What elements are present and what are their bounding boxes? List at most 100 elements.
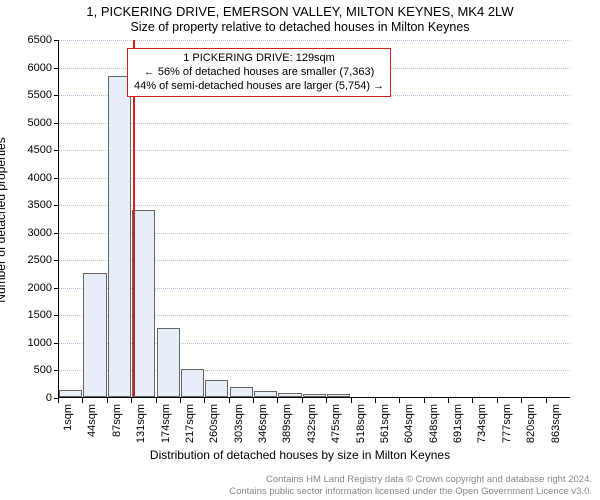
xtick-label: 389sqm	[281, 404, 293, 443]
ytick-label: 5000	[12, 117, 52, 129]
xtick-label: 561sqm	[379, 404, 391, 443]
footer-line1: Contains HM Land Registry data © Crown c…	[266, 474, 592, 485]
histogram-bar	[132, 210, 155, 397]
ytick-mark	[54, 288, 59, 289]
ytick-mark	[54, 343, 59, 344]
footer-line2: Contains public sector information licen…	[229, 486, 592, 497]
annotation-line: 1 PICKERING DRIVE: 129sqm	[134, 52, 384, 66]
ytick-mark	[54, 370, 59, 371]
chart-subtitle: Size of property relative to detached ho…	[0, 19, 600, 34]
ytick-label: 500	[12, 364, 52, 376]
xtick-mark	[399, 398, 400, 403]
ytick-mark	[54, 123, 59, 124]
ytick-label: 6000	[12, 62, 52, 74]
histogram-bar	[108, 76, 131, 397]
xtick-mark	[497, 398, 498, 403]
xtick-mark	[351, 398, 352, 403]
xtick-mark	[326, 398, 327, 403]
histogram-bar	[230, 387, 253, 397]
ytick-label: 6500	[12, 34, 52, 46]
xtick-label: 475sqm	[330, 404, 342, 443]
xtick-mark	[107, 398, 108, 403]
ytick-label: 1000	[12, 337, 52, 349]
ytick-mark	[54, 205, 59, 206]
histogram-bar	[254, 391, 277, 397]
ytick-mark	[54, 150, 59, 151]
xtick-label: 604sqm	[403, 404, 415, 443]
ytick-mark	[54, 233, 59, 234]
xtick-mark	[546, 398, 547, 403]
y-axis-title: Number of detached properties	[0, 137, 8, 302]
x-axis-title: Distribution of detached houses by size …	[0, 448, 600, 462]
ytick-label: 4500	[12, 144, 52, 156]
ytick-mark	[54, 95, 59, 96]
xtick-label: 260sqm	[208, 404, 220, 443]
xtick-label: 87sqm	[111, 404, 123, 437]
grid-line	[59, 150, 570, 151]
xtick-label: 518sqm	[355, 404, 367, 443]
xtick-label: 777sqm	[501, 404, 513, 443]
ytick-label: 2500	[12, 254, 52, 266]
xtick-mark	[180, 398, 181, 403]
ytick-label: 2000	[12, 282, 52, 294]
ytick-label: 1500	[12, 309, 52, 321]
xtick-mark	[156, 398, 157, 403]
xtick-mark	[302, 398, 303, 403]
xtick-label: 863sqm	[550, 404, 562, 443]
ytick-mark	[54, 178, 59, 179]
xtick-label: 217sqm	[184, 404, 196, 443]
xtick-mark	[229, 398, 230, 403]
xtick-label: 734sqm	[476, 404, 488, 443]
xtick-label: 174sqm	[160, 404, 172, 443]
xtick-label: 691sqm	[452, 404, 464, 443]
xtick-label: 648sqm	[428, 404, 440, 443]
xtick-label: 44sqm	[86, 404, 98, 437]
annotation-line: ← 56% of detached houses are smaller (7,…	[134, 66, 384, 80]
histogram-bar	[205, 380, 228, 397]
ytick-label: 3000	[12, 227, 52, 239]
xtick-label: 346sqm	[257, 404, 269, 443]
ytick-label: 0	[12, 392, 52, 404]
xtick-label: 131sqm	[135, 404, 147, 443]
xtick-mark	[424, 398, 425, 403]
xtick-mark	[58, 398, 59, 403]
annotation-line: 44% of semi-detached houses are larger (…	[134, 80, 384, 94]
xtick-mark	[131, 398, 132, 403]
chart-container: 1, PICKERING DRIVE, EMERSON VALLEY, MILT…	[0, 0, 600, 500]
xtick-mark	[82, 398, 83, 403]
xtick-mark	[472, 398, 473, 403]
xtick-mark	[521, 398, 522, 403]
footer-attribution: Contains HM Land Registry data © Crown c…	[229, 474, 592, 497]
ytick-mark	[54, 68, 59, 69]
histogram-bar	[59, 390, 82, 397]
xtick-mark	[253, 398, 254, 403]
xtick-label: 820sqm	[525, 404, 537, 443]
histogram-bar	[303, 394, 326, 397]
annotation-box: 1 PICKERING DRIVE: 129sqm← 56% of detach…	[127, 48, 391, 97]
xtick-label: 1sqm	[62, 404, 74, 431]
ytick-label: 5500	[12, 89, 52, 101]
plot-outer: 1 PICKERING DRIVE: 129sqm← 56% of detach…	[58, 40, 570, 398]
ytick-label: 4000	[12, 172, 52, 184]
histogram-bar	[327, 394, 350, 397]
xtick-mark	[204, 398, 205, 403]
grid-line	[59, 178, 570, 179]
xtick-label: 432sqm	[306, 404, 318, 443]
grid-line	[59, 40, 570, 41]
ytick-mark	[54, 40, 59, 41]
histogram-bar	[181, 369, 204, 397]
xtick-mark	[448, 398, 449, 403]
chart-title: 1, PICKERING DRIVE, EMERSON VALLEY, MILT…	[0, 0, 600, 19]
histogram-bar	[83, 273, 106, 397]
xtick-mark	[277, 398, 278, 403]
ytick-label: 3500	[12, 199, 52, 211]
plot-area: 1 PICKERING DRIVE: 129sqm← 56% of detach…	[58, 40, 570, 398]
ytick-mark	[54, 315, 59, 316]
xtick-label: 303sqm	[233, 404, 245, 443]
histogram-bar	[157, 328, 180, 397]
grid-line	[59, 205, 570, 206]
histogram-bar	[278, 393, 301, 397]
ytick-mark	[54, 260, 59, 261]
xtick-mark	[375, 398, 376, 403]
grid-line	[59, 123, 570, 124]
